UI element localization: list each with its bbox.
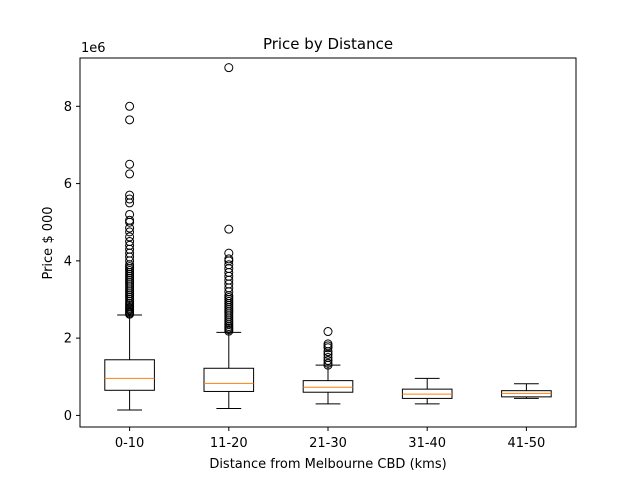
x-axis-label: Distance from Melbourne CBD (kms)	[209, 457, 446, 472]
y-tick-label: 6	[64, 177, 72, 192]
outlier-point	[323, 356, 333, 366]
outlier-point	[323, 339, 333, 349]
x-tick-label: 21-30	[309, 436, 347, 451]
box-iqr	[203, 367, 255, 392]
x-tick-label: 0-10	[115, 436, 145, 451]
box-iqr	[302, 380, 354, 393]
outlier-point	[224, 63, 234, 73]
x-tick-label: 41-50	[508, 436, 546, 451]
outlier-point	[125, 217, 135, 227]
y-axis-label: Price $ 000	[41, 206, 56, 279]
box-iqr	[104, 359, 155, 391]
outlier-point	[125, 237, 135, 247]
outlier-point	[125, 227, 135, 237]
outlier-point	[125, 232, 135, 242]
y-tick-label: 2	[64, 332, 72, 347]
x-tick-label: 31-40	[408, 436, 446, 451]
outlier-point	[125, 101, 135, 111]
outlier-point	[125, 215, 135, 225]
axes-frame	[79, 57, 577, 428]
outlier-point	[125, 169, 135, 179]
outlier-point	[323, 327, 333, 337]
outlier-point	[323, 349, 333, 359]
outlier-point	[224, 254, 234, 264]
outlier-point	[224, 248, 234, 258]
x-tick-label: 11-20	[210, 436, 248, 451]
outlier-point	[125, 190, 135, 200]
chart-title: Price by Distance	[263, 35, 393, 53]
outlier-point	[224, 260, 234, 270]
outlier-point	[125, 159, 135, 169]
y-tick-label: 4	[64, 254, 72, 269]
outlier-point	[125, 240, 135, 250]
outlier-point	[323, 352, 333, 362]
y-offset-label: 1e6	[81, 41, 106, 56]
plot-area: 0 2 4 6 8 0-10 11-20 21-30 31-40 41-50	[64, 63, 552, 451]
y-tick-label: 0	[64, 409, 72, 424]
outlier-point	[224, 224, 234, 234]
outlier-point	[323, 358, 333, 368]
y-tick-label: 8	[64, 100, 72, 115]
outlier-point	[125, 209, 135, 219]
outlier-point	[323, 341, 333, 351]
outlier-point	[125, 115, 135, 125]
outlier-point	[125, 194, 135, 204]
